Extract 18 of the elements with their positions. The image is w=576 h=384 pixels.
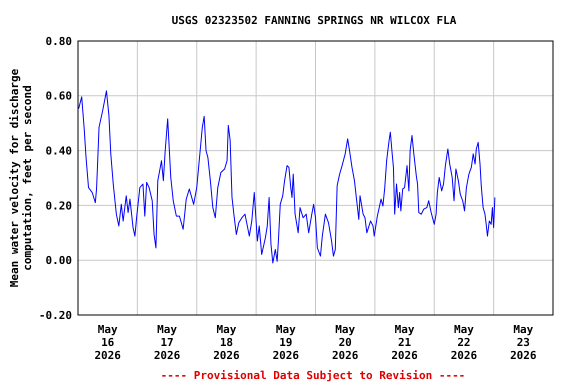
y-tick-label: 0.40 xyxy=(46,144,72,158)
x-tick-label: May 21 2026 xyxy=(391,323,418,362)
y-axis-title: Mean water velocity for discharge computation, feet per second xyxy=(8,68,34,288)
x-tick-label: May 20 2026 xyxy=(332,323,359,362)
line-series xyxy=(78,90,496,264)
x-tick-label: May 23 2026 xyxy=(510,323,537,362)
y-tick-label: 0.00 xyxy=(46,254,72,268)
x-tick-label: May 16 2026 xyxy=(94,323,122,362)
x-tick-label: May 18 2026 xyxy=(213,323,240,362)
y-tick-label: -0.20 xyxy=(38,308,72,322)
text: ---- Provisional Data Subject to Revision ---- xyxy=(160,369,466,382)
x-tick-label: May 17 2026 xyxy=(154,323,181,362)
y-tick-label: 0.80 xyxy=(46,34,72,48)
x-tick-label: May 22 2026 xyxy=(450,323,478,362)
chart-title: USGS 02323502 FANNING SPRINGS NR WILCOX FLA xyxy=(172,14,457,27)
x-tick-label: May 19 2026 xyxy=(272,323,300,362)
y-tick-label: 0.20 xyxy=(46,199,72,212)
y-tick-label: 0.60 xyxy=(46,90,72,103)
